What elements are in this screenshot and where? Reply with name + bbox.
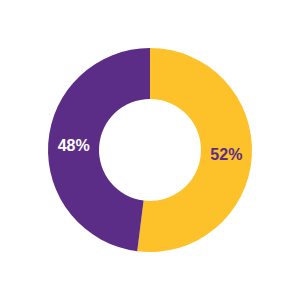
svg-text:48%: 48% (58, 137, 90, 154)
svg-text:52%: 52% (210, 146, 242, 163)
